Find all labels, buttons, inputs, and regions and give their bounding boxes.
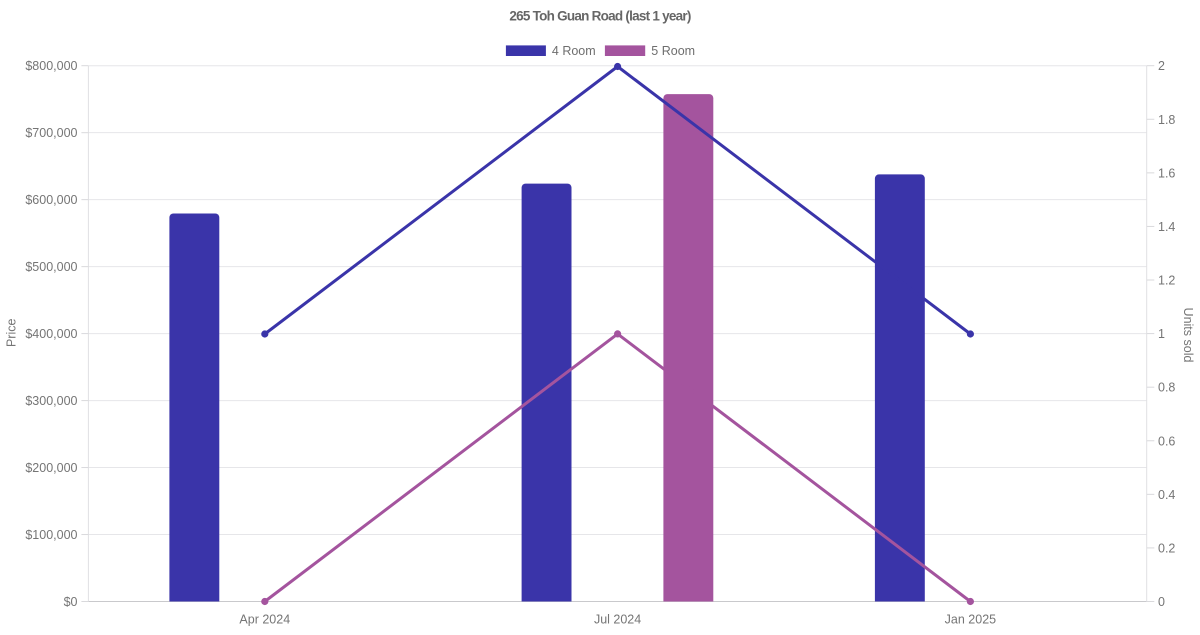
svg-text:$500,000: $500,000 — [25, 260, 77, 274]
svg-text:$600,000: $600,000 — [25, 193, 77, 207]
svg-text:$700,000: $700,000 — [25, 126, 77, 140]
svg-text:2: 2 — [1158, 59, 1165, 73]
svg-text:$0: $0 — [64, 595, 78, 609]
svg-text:1.6: 1.6 — [1158, 166, 1175, 180]
svg-text:Apr 2024: Apr 2024 — [239, 613, 290, 627]
svg-text:$400,000: $400,000 — [25, 327, 77, 341]
svg-text:1: 1 — [1158, 327, 1165, 341]
svg-text:1.2: 1.2 — [1158, 274, 1175, 288]
svg-text:0.2: 0.2 — [1158, 541, 1175, 555]
svg-text:5 Room: 5 Room — [651, 44, 695, 58]
svg-text:$300,000: $300,000 — [25, 394, 77, 408]
svg-text:$800,000: $800,000 — [25, 59, 77, 73]
svg-text:1.4: 1.4 — [1158, 220, 1175, 234]
svg-text:Units sold: Units sold — [1181, 308, 1195, 363]
svg-text:$100,000: $100,000 — [25, 528, 77, 542]
svg-text:0.6: 0.6 — [1158, 434, 1175, 448]
svg-text:0.4: 0.4 — [1158, 488, 1175, 502]
svg-text:Jan 2025: Jan 2025 — [945, 613, 996, 627]
svg-text:Jul 2024: Jul 2024 — [594, 613, 641, 627]
svg-text:265 Toh Guan Road (last 1 year: 265 Toh Guan Road (last 1 year) — [509, 9, 691, 24]
svg-text:4 Room: 4 Room — [552, 44, 596, 58]
svg-text:$200,000: $200,000 — [25, 461, 77, 475]
svg-text:1.8: 1.8 — [1158, 113, 1175, 127]
svg-text:0.8: 0.8 — [1158, 381, 1175, 395]
svg-text:Price: Price — [4, 319, 18, 348]
svg-text:0: 0 — [1158, 595, 1165, 609]
